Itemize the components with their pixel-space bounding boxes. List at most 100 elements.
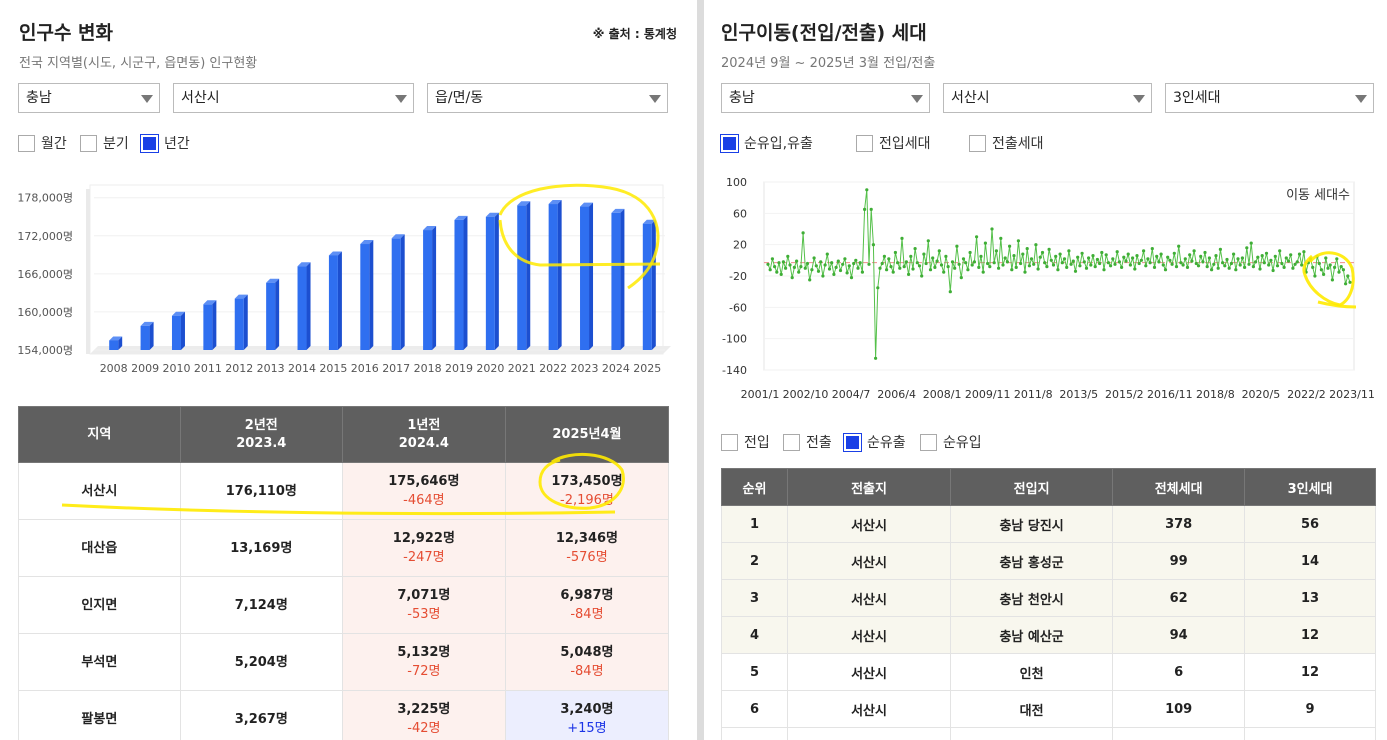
table-row[interactable]: 대산읍 13,169명 12,922명 -247명 12,346명 -576명 bbox=[18, 519, 670, 577]
bar[interactable] bbox=[611, 212, 621, 350]
data-point[interactable] bbox=[953, 266, 957, 270]
data-point[interactable] bbox=[1019, 261, 1023, 266]
data-point[interactable] bbox=[1054, 254, 1058, 258]
data-point[interactable] bbox=[821, 274, 825, 278]
data-point[interactable] bbox=[1032, 262, 1036, 266]
data-point[interactable] bbox=[920, 274, 924, 278]
data-point[interactable] bbox=[997, 266, 1001, 270]
data-point[interactable] bbox=[1003, 256, 1007, 260]
data-point[interactable] bbox=[1115, 250, 1119, 254]
data-point[interactable] bbox=[1038, 255, 1042, 259]
bar[interactable] bbox=[203, 304, 213, 350]
data-point[interactable] bbox=[1247, 262, 1251, 266]
bar[interactable] bbox=[266, 282, 276, 350]
data-point[interactable] bbox=[1084, 266, 1089, 270]
data-point[interactable] bbox=[1100, 250, 1104, 255]
data-point[interactable] bbox=[911, 267, 915, 271]
data-point[interactable] bbox=[1210, 268, 1214, 272]
data-point[interactable] bbox=[1322, 272, 1326, 276]
data-point[interactable] bbox=[812, 256, 816, 260]
data-point[interactable] bbox=[964, 261, 968, 265]
data-point[interactable] bbox=[931, 256, 935, 260]
move-out-households-checkbox[interactable]: 전출세대 bbox=[969, 133, 1044, 153]
table-row[interactable]: 6 서산시 대전 109 9 bbox=[721, 690, 1376, 728]
data-point[interactable] bbox=[983, 241, 987, 245]
data-point[interactable] bbox=[1300, 263, 1304, 267]
data-point[interactable] bbox=[926, 239, 930, 243]
data-point[interactable] bbox=[874, 356, 878, 360]
bar[interactable] bbox=[391, 238, 401, 350]
data-point[interactable] bbox=[981, 270, 985, 274]
bar[interactable] bbox=[642, 223, 652, 350]
table-row[interactable]: 인지면 7,124명 7,071명 -53명 6,987명 -84명 bbox=[18, 576, 670, 634]
data-point[interactable] bbox=[1161, 263, 1165, 267]
data-point[interactable] bbox=[1232, 252, 1236, 256]
data-point[interactable] bbox=[797, 270, 801, 274]
data-point[interactable] bbox=[1286, 259, 1291, 263]
data-point[interactable] bbox=[1183, 257, 1187, 261]
data-point[interactable] bbox=[1306, 261, 1310, 265]
data-point[interactable] bbox=[1106, 261, 1110, 265]
table-row[interactable]: 부석면 5,204명 5,132명 -72명 5,048명 -84명 bbox=[18, 633, 670, 691]
data-point[interactable] bbox=[948, 290, 952, 294]
data-point[interactable] bbox=[852, 261, 856, 266]
data-point[interactable] bbox=[1313, 274, 1317, 278]
data-point[interactable] bbox=[1289, 253, 1293, 257]
period-monthly-checkbox[interactable]: 월간 bbox=[18, 133, 67, 153]
data-point[interactable] bbox=[1069, 262, 1073, 266]
data-point[interactable] bbox=[1073, 269, 1078, 273]
data-point[interactable] bbox=[1205, 265, 1209, 269]
data-point[interactable] bbox=[1264, 251, 1269, 255]
data-point[interactable] bbox=[946, 265, 950, 269]
data-point[interactable] bbox=[915, 261, 919, 265]
data-point[interactable] bbox=[1333, 265, 1337, 269]
data-point[interactable] bbox=[1166, 255, 1170, 259]
data-point[interactable] bbox=[1315, 254, 1319, 258]
data-point[interactable] bbox=[814, 264, 818, 268]
period-yearly-checkbox[interactable]: 년간 bbox=[140, 133, 190, 153]
data-point[interactable] bbox=[1278, 249, 1282, 253]
data-point[interactable] bbox=[1317, 261, 1321, 266]
data-point[interactable] bbox=[1269, 258, 1273, 262]
data-point[interactable] bbox=[1043, 261, 1047, 265]
data-point[interactable] bbox=[904, 260, 908, 264]
data-point[interactable] bbox=[779, 272, 783, 276]
data-point[interactable] bbox=[878, 266, 882, 270]
province-select[interactable]: 충남 bbox=[18, 83, 160, 113]
data-point[interactable] bbox=[1152, 265, 1157, 269]
data-point[interactable] bbox=[1291, 266, 1295, 270]
filter-net-inflow-checkbox[interactable]: 순유입 bbox=[920, 432, 982, 452]
data-point[interactable] bbox=[992, 261, 996, 265]
data-point[interactable] bbox=[1021, 252, 1025, 256]
bar[interactable] bbox=[140, 325, 150, 350]
data-point[interactable] bbox=[863, 207, 867, 211]
bar[interactable] bbox=[580, 206, 590, 350]
data-point[interactable] bbox=[939, 263, 944, 267]
data-point[interactable] bbox=[972, 260, 976, 264]
bar[interactable] bbox=[109, 340, 119, 350]
data-point[interactable] bbox=[827, 267, 832, 271]
data-point[interactable] bbox=[1159, 252, 1163, 256]
data-point[interactable] bbox=[876, 286, 880, 290]
data-point[interactable] bbox=[975, 235, 979, 239]
data-point[interactable] bbox=[1181, 263, 1185, 267]
data-point[interactable] bbox=[792, 265, 796, 269]
table-row[interactable]: 4 서산시 충남 예산군 94 12 bbox=[721, 616, 1376, 654]
data-point[interactable] bbox=[847, 264, 851, 268]
data-point[interactable] bbox=[1040, 250, 1045, 255]
data-point[interactable] bbox=[1062, 257, 1067, 261]
data-point[interactable] bbox=[1001, 263, 1005, 267]
data-point[interactable] bbox=[1109, 264, 1113, 268]
data-point[interactable] bbox=[805, 261, 810, 266]
bar[interactable] bbox=[360, 244, 370, 350]
data-point[interactable] bbox=[1179, 261, 1183, 265]
data-point[interactable] bbox=[1157, 260, 1161, 264]
data-point[interactable] bbox=[1297, 252, 1302, 256]
data-point[interactable] bbox=[902, 265, 906, 269]
data-point[interactable] bbox=[988, 265, 992, 269]
data-point[interactable] bbox=[1273, 254, 1277, 258]
data-point[interactable] bbox=[1227, 266, 1231, 270]
data-point[interactable] bbox=[1029, 257, 1034, 261]
data-point[interactable] bbox=[1245, 246, 1249, 250]
data-point[interactable] bbox=[1071, 259, 1075, 263]
